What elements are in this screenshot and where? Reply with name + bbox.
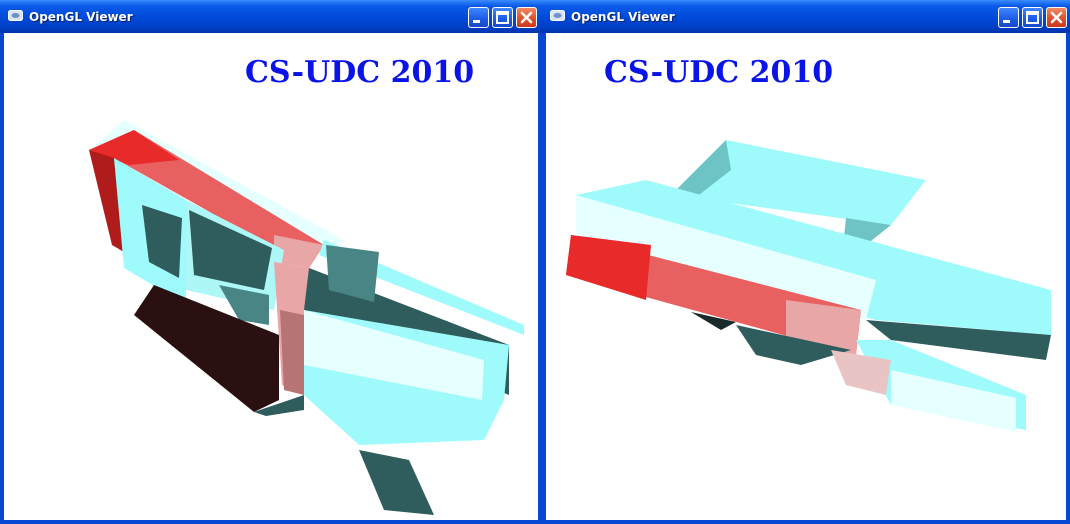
overlay-title: CS-UDC 2010 <box>604 55 834 90</box>
overlay-title: CS-UDC 2010 <box>245 55 475 90</box>
title-bar[interactable]: OpenGL Viewer <box>542 0 1070 33</box>
app-icon <box>550 10 565 21</box>
opengl-viewport[interactable]: CS-UDC 2010 <box>4 33 538 520</box>
close-icon <box>1050 11 1063 24</box>
close-button[interactable] <box>516 7 537 28</box>
app-icon <box>8 10 23 21</box>
minimize-button[interactable] <box>468 7 489 28</box>
opengl-viewer-window-left[interactable]: OpenGL Viewer CS-UDC 2010 <box>0 0 542 524</box>
minimize-button[interactable] <box>998 7 1019 28</box>
rendered-3d-model <box>566 140 1051 432</box>
maximize-icon <box>496 11 509 24</box>
opengl-viewport[interactable]: CS-UDC 2010 <box>546 33 1066 520</box>
minimize-icon <box>1003 20 1010 23</box>
rendered-3d-model <box>89 120 524 515</box>
minimize-icon <box>473 20 480 23</box>
opengl-viewer-window-right[interactable]: OpenGL Viewer CS-UDC 2010 <box>542 0 1070 524</box>
maximize-icon <box>1026 11 1039 24</box>
title-bar[interactable]: OpenGL Viewer <box>0 0 542 33</box>
close-icon <box>520 11 533 24</box>
window-title: OpenGL Viewer <box>571 10 675 24</box>
maximize-button[interactable] <box>1022 7 1043 28</box>
maximize-button[interactable] <box>492 7 513 28</box>
window-title: OpenGL Viewer <box>29 10 133 24</box>
close-button[interactable] <box>1046 7 1067 28</box>
